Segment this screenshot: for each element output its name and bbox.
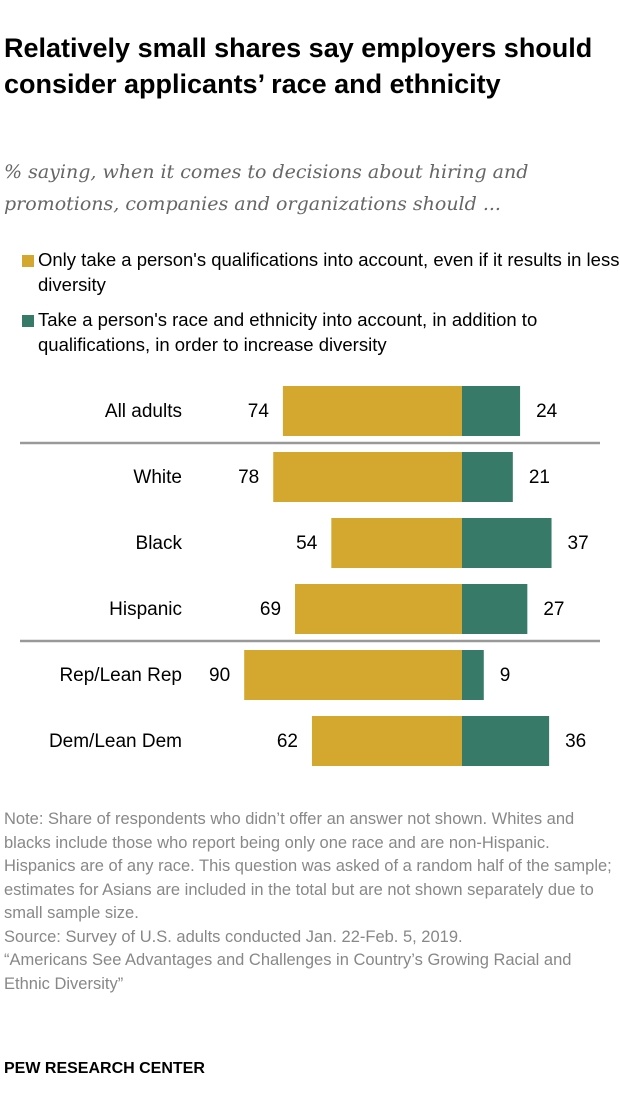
note-text: Note: Share of respondents who didn’t of…: [4, 810, 612, 922]
bar-race: [462, 650, 484, 700]
data-label: 54: [296, 533, 318, 554]
data-label: 27: [543, 599, 564, 620]
bar-qualifications: [311, 716, 462, 766]
data-label: 74: [248, 401, 270, 422]
bar-qualifications: [331, 518, 462, 568]
legend-label: Take a person's race and ethnicity into …: [38, 309, 538, 355]
category-label: Hispanic: [109, 599, 182, 620]
bar-race: [462, 716, 550, 766]
legend-swatch: [22, 255, 34, 267]
data-label: 21: [529, 467, 550, 488]
bar-qualifications: [295, 584, 462, 634]
bar-race: [462, 386, 521, 436]
data-label: 36: [565, 731, 586, 752]
bar-race: [462, 584, 528, 634]
category-label: White: [133, 467, 182, 488]
chart-subtitle: % saying, when it comes to decisions abo…: [4, 161, 529, 215]
category-label: Rep/Lean Rep: [59, 665, 182, 686]
bar-race: [462, 518, 552, 568]
legend-item-race: Take a person's race and ethnicity into …: [22, 307, 620, 357]
bar-qualifications: [282, 386, 462, 436]
category-label: All adults: [105, 401, 182, 422]
data-label: 90: [209, 665, 230, 686]
data-label: 62: [277, 731, 298, 752]
report-title: “Americans See Advantages and Challenges…: [4, 951, 572, 993]
category-label: Black: [136, 533, 183, 554]
category-label: Dem/Lean Dem: [49, 731, 182, 752]
data-label: 24: [536, 401, 558, 422]
data-label: 9: [500, 665, 511, 686]
legend-swatch: [22, 315, 34, 327]
source-text: Source: Survey of U.S. adults conducted …: [4, 927, 463, 946]
bar-race: [462, 452, 513, 502]
chart-note: Note: Share of respondents who didn’t of…: [4, 808, 614, 996]
bar-plot: All adults 74 24 White 78 21 Black 54 37 Hispanic…: [20, 386, 600, 766]
chart-title: Relatively small shares say employers sh…: [4, 33, 593, 99]
data-label: 69: [260, 599, 281, 620]
brand-logo: PEW RESEARCH CENTER: [4, 1060, 205, 1077]
data-label: 37: [568, 533, 589, 554]
legend-item-qualifications: Only take a person's qualifications into…: [22, 247, 620, 297]
bar-qualifications: [273, 452, 462, 502]
bar-qualifications: [244, 650, 462, 700]
legend-label: Only take a person's qualifications into…: [38, 249, 620, 295]
data-label: 78: [238, 467, 259, 488]
